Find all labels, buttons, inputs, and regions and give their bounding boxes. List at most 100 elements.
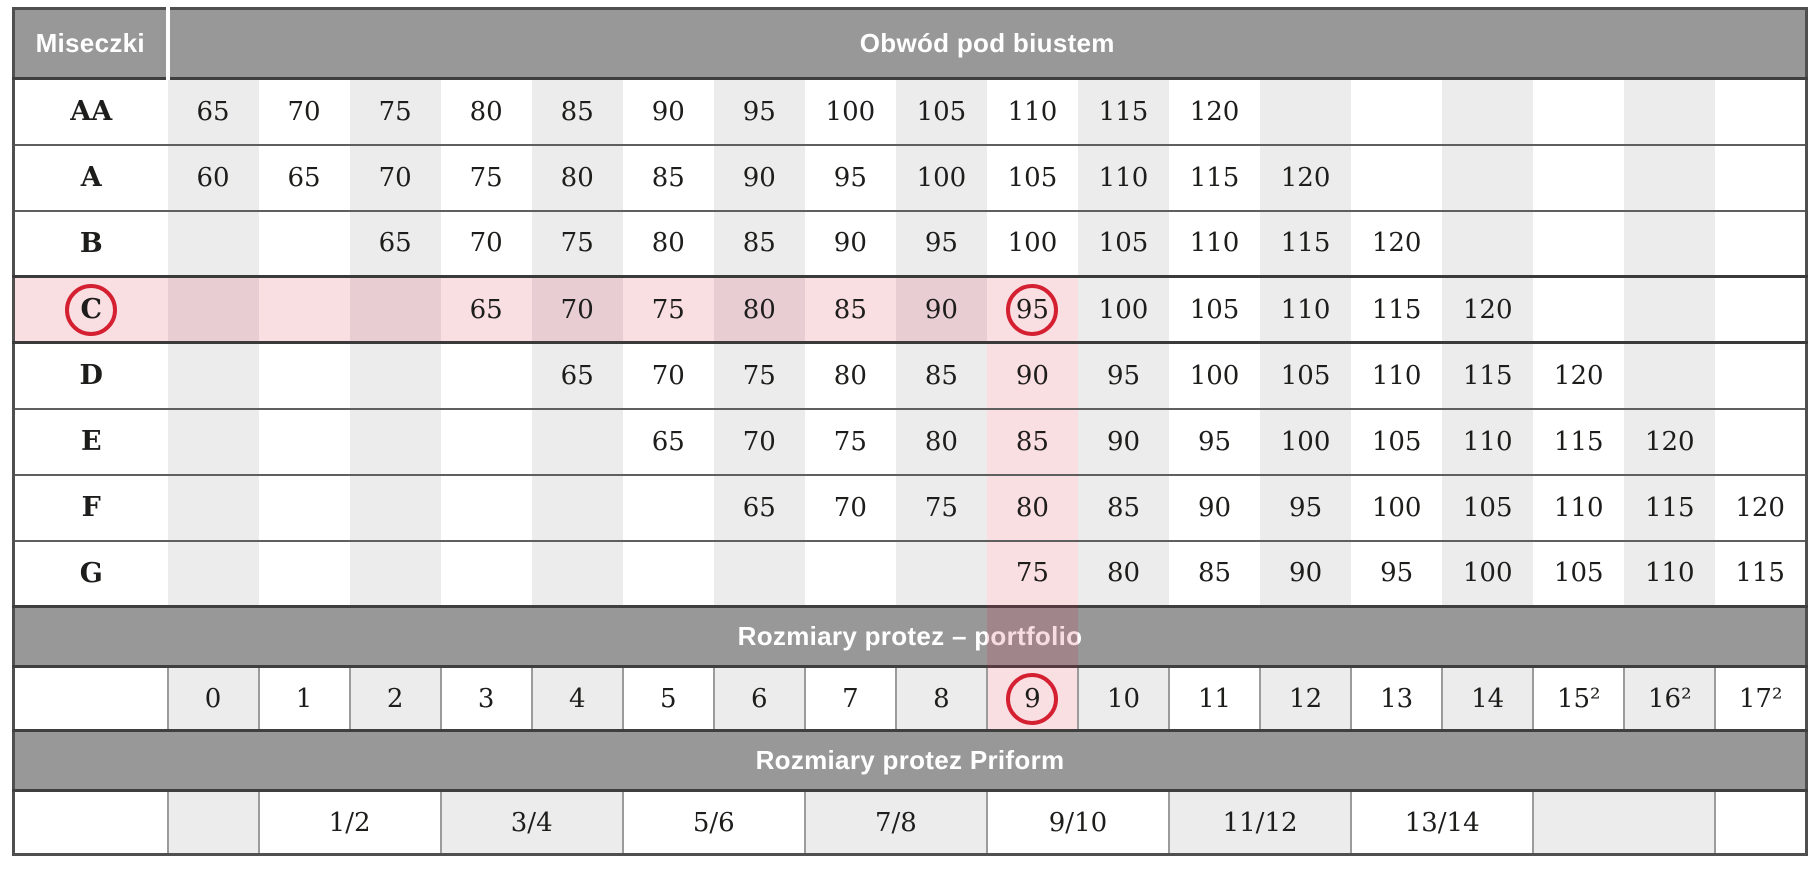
size-cell: 95 <box>1169 407 1261 475</box>
size-cell: 85 <box>531 77 623 145</box>
size-cell: 90 <box>804 209 896 277</box>
size-cell: 115 <box>1260 209 1352 277</box>
portfolio-size-cell: 14 <box>1441 666 1535 731</box>
size-cell: 80 <box>986 473 1078 541</box>
empty-cell <box>349 341 441 409</box>
size-cell: 65 <box>713 473 805 541</box>
size-cell: 110 <box>986 77 1078 145</box>
size-cell: 105 <box>1442 473 1534 541</box>
empty-cell <box>258 473 350 541</box>
portfolio-section-header: Rozmiary protez – portfolio <box>13 605 1807 668</box>
size-cell: 70 <box>531 275 623 344</box>
size-cell: 70 <box>804 473 896 541</box>
size-cell: 90 <box>1169 473 1261 541</box>
empty-cell <box>440 341 532 409</box>
priform-size-cell: 13/14 <box>1350 790 1535 855</box>
size-cell: 75 <box>986 539 1078 607</box>
empty-cell <box>1624 341 1716 409</box>
size-cell: 100 <box>986 209 1078 277</box>
portfolio-size-cell: 12 <box>1259 666 1353 731</box>
portfolio-size-cell: 0 <box>166 666 260 731</box>
empty-cell <box>349 473 441 541</box>
size-cell: 100 <box>1169 341 1261 409</box>
size-cell: 80 <box>895 407 987 475</box>
size-cell: 70 <box>258 77 350 145</box>
portfolio-size-cell: 6 <box>712 666 806 731</box>
empty-cell <box>12 790 169 855</box>
size-cell: 80 <box>622 209 714 277</box>
size-cell: 100 <box>1077 275 1170 344</box>
size-cell: 80 <box>804 341 896 409</box>
empty-cell <box>167 275 259 344</box>
size-cell: 85 <box>986 407 1078 475</box>
red-circle-annotation: 95 <box>1006 283 1059 336</box>
size-cell: 85 <box>622 143 714 211</box>
size-cell: 80 <box>440 77 532 145</box>
size-cell: 70 <box>713 407 805 475</box>
portfolio-size-cell: 9 <box>985 666 1079 731</box>
size-cell: 65 <box>531 341 623 409</box>
cup-label-C: C <box>13 275 168 344</box>
size-cell: 65 <box>622 407 714 475</box>
priform-section-title: Rozmiary protez Priform <box>755 745 1065 775</box>
cup-row-B: B 65 70 75 80 85 90 95 100 105 110 115 120 <box>13 209 1807 277</box>
size-cell: 85 <box>804 275 896 344</box>
size-cell: 60 <box>167 143 259 211</box>
portfolio-size-cell: 11 <box>1168 666 1262 731</box>
size-cell: 65 <box>349 209 441 277</box>
size-cell: 65 <box>258 143 350 211</box>
empty-cell <box>1715 407 1807 475</box>
size-cell: 120 <box>1533 341 1625 409</box>
size-cell: 110 <box>1533 473 1625 541</box>
priform-size-cell: 3/4 <box>439 790 624 855</box>
size-cell: 110 <box>1169 209 1261 277</box>
empty-cell <box>1624 209 1716 277</box>
empty-cell <box>1442 77 1534 145</box>
portfolio-size-cell: 2 <box>348 666 442 731</box>
size-cell: 75 <box>713 341 805 409</box>
empty-cell <box>440 407 532 475</box>
priform-size-cell: 9/10 <box>985 790 1171 855</box>
empty-cell <box>349 275 441 344</box>
portfolio-size-cell: 1 <box>257 666 351 731</box>
size-cell: 70 <box>349 143 441 211</box>
priform-size-cell: 5/6 <box>621 790 806 855</box>
empty-cell <box>1624 143 1716 211</box>
empty-cell <box>258 209 350 277</box>
size-cell: 95 <box>1351 539 1443 607</box>
portfolio-size-cell: 5 <box>621 666 715 731</box>
empty-cell <box>1624 77 1716 145</box>
size-cell: 120 <box>1442 275 1534 344</box>
portfolio-size-cell: 7 <box>803 666 897 731</box>
size-cell: 70 <box>440 209 532 277</box>
size-cell: 115 <box>1077 77 1170 145</box>
cup-label-F: F <box>13 473 168 541</box>
empty-cell <box>349 539 441 607</box>
empty-cell <box>1533 275 1625 344</box>
size-cell: 95 <box>986 275 1078 344</box>
cup-label-AA: AA <box>13 77 168 145</box>
table-header-row: Miseczki Obwód pod biustem <box>13 8 1807 80</box>
cup-label-B: B <box>13 209 168 277</box>
empty-cell <box>1715 209 1807 277</box>
size-cell: 75 <box>622 275 714 344</box>
empty-cell <box>258 275 350 344</box>
size-cell: 75 <box>531 209 623 277</box>
red-circle-annotation: 9 <box>1006 672 1059 725</box>
size-chart: Miseczki Obwód pod biustem AA 65 70 75 80 85 9… <box>12 7 1808 856</box>
cup-row-AA: AA 65 70 75 80 85 90 95 100 105 110 115 120 <box>13 77 1807 145</box>
portfolio-sizes-row: 0 1 2 3 4 5 6 7 8 9 10 11 12 13 14 15² 16² 17² <box>12 666 1808 731</box>
size-cell: 115 <box>1351 275 1443 344</box>
empty-cell <box>1715 275 1807 344</box>
priform-sizes-row: 1/2 3/4 5/6 7/8 9/10 11/12 13/14 <box>12 790 1808 855</box>
size-cell: 105 <box>895 77 987 145</box>
size-cell: 85 <box>1077 473 1170 541</box>
size-cell: 85 <box>895 341 987 409</box>
empty-cell <box>622 539 714 607</box>
size-cell: 115 <box>1715 539 1807 607</box>
size-cell: 85 <box>1169 539 1261 607</box>
size-cell: 110 <box>1442 407 1534 475</box>
empty-cell <box>167 209 259 277</box>
size-cell: 105 <box>1077 209 1170 277</box>
size-cell: 120 <box>1260 143 1352 211</box>
